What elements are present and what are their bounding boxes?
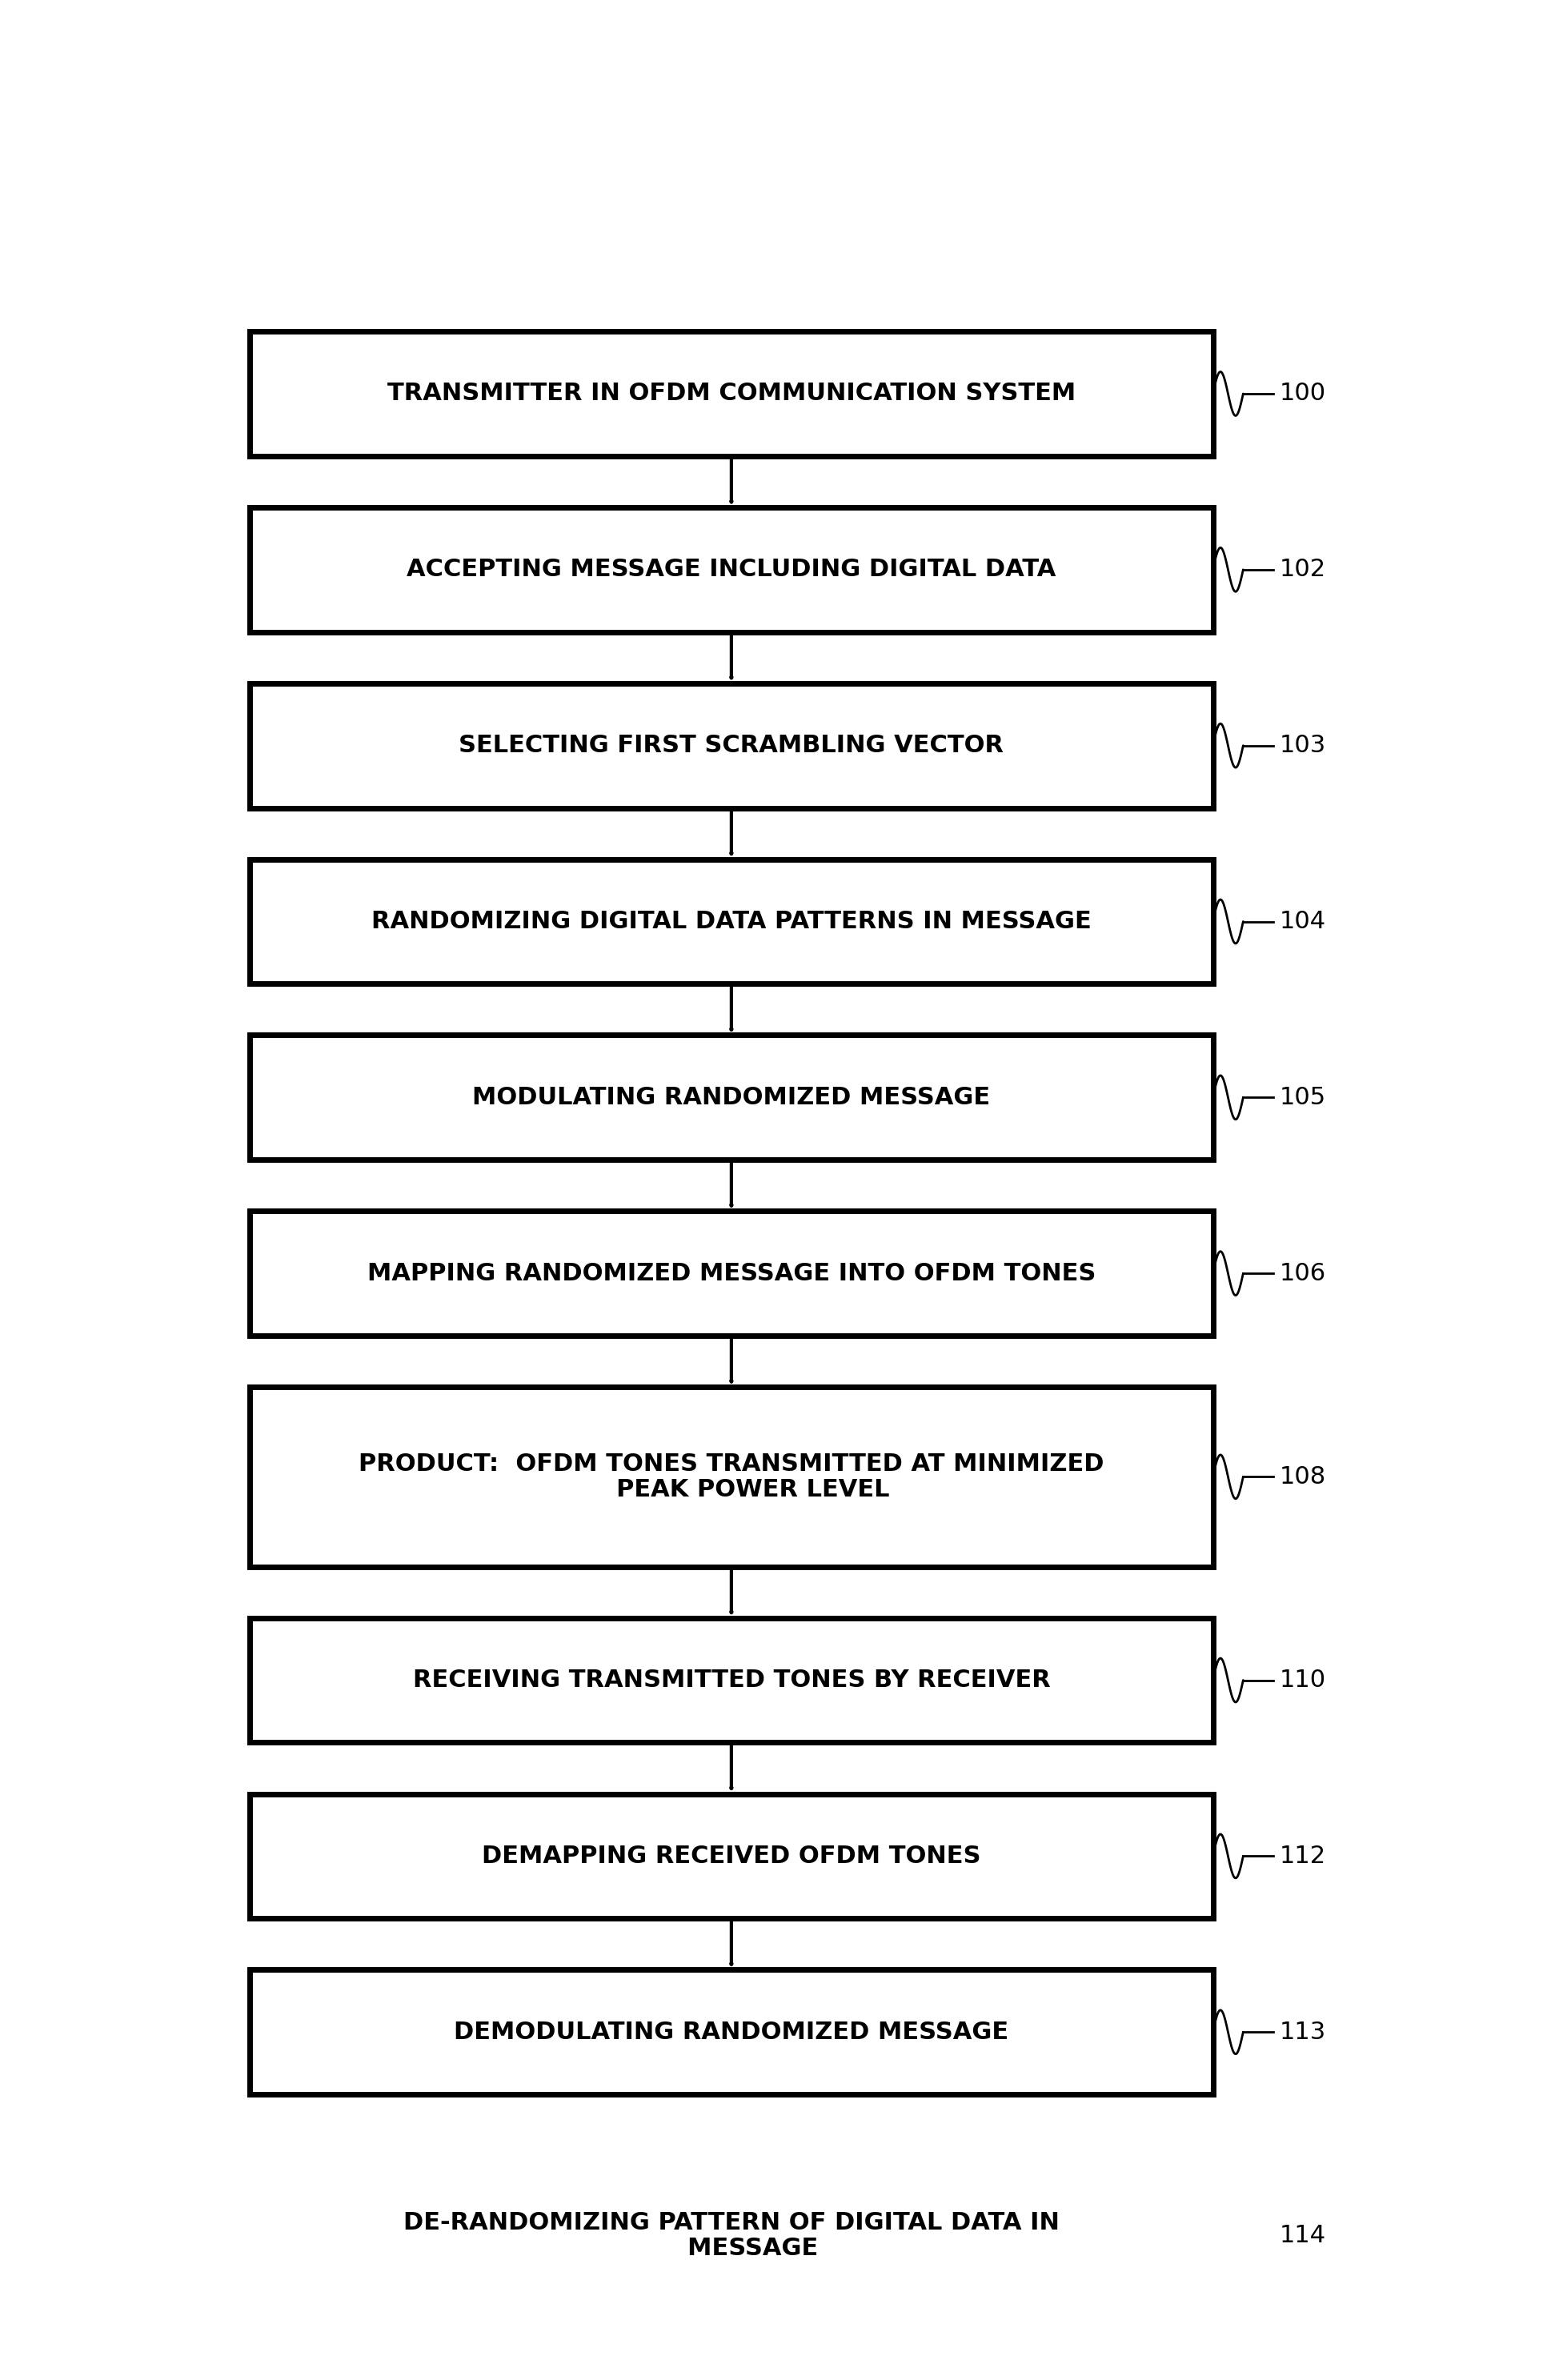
Text: DEMODULATING RANDOMIZED MESSAGE: DEMODULATING RANDOMIZED MESSAGE: [453, 2021, 1008, 2044]
Text: MAPPING RANDOMIZED MESSAGE INTO OFDM TONES: MAPPING RANDOMIZED MESSAGE INTO OFDM TON…: [367, 1261, 1096, 1285]
Text: RANDOMIZING DIGITAL DATA PATTERNS IN MESSAGE: RANDOMIZING DIGITAL DATA PATTERNS IN MES…: [372, 909, 1091, 933]
Text: SELECTING FIRST SCRAMBLING VECTOR: SELECTING FIRST SCRAMBLING VECTOR: [460, 733, 1003, 757]
Bar: [250, 683, 1213, 807]
Bar: [250, 1795, 1213, 1918]
Bar: [250, 507, 1213, 633]
Bar: [250, 1035, 1213, 1159]
Text: 106: 106: [1280, 1261, 1325, 1285]
Text: 103: 103: [1280, 733, 1325, 757]
Bar: [250, 1388, 1213, 1566]
Text: MODULATING RANDOMIZED MESSAGE: MODULATING RANDOMIZED MESSAGE: [472, 1085, 991, 1109]
Bar: [250, 859, 1213, 983]
Text: DE-RANDOMIZING PATTERN OF DIGITAL DATA IN: DE-RANDOMIZING PATTERN OF DIGITAL DATA I…: [403, 2211, 1060, 2235]
Text: TRANSMITTER IN OFDM COMMUNICATION SYSTEM: TRANSMITTER IN OFDM COMMUNICATION SYSTEM: [388, 383, 1075, 405]
Bar: [250, 2378, 1213, 2380]
Text: 105: 105: [1280, 1085, 1325, 1109]
Bar: [250, 331, 1213, 457]
Text: 114: 114: [1280, 2223, 1325, 2247]
Text: 104: 104: [1280, 909, 1325, 933]
Bar: [250, 1618, 1213, 1742]
Text: 112: 112: [1280, 1844, 1325, 1868]
Text: 108: 108: [1280, 1466, 1325, 1488]
Text: 102: 102: [1280, 557, 1325, 581]
Text: DEMAPPING RECEIVED OFDM TONES: DEMAPPING RECEIVED OFDM TONES: [481, 1844, 982, 1868]
Text: 113: 113: [1280, 2021, 1325, 2044]
Text: 110: 110: [1280, 1668, 1325, 1692]
Text: RECEIVING TRANSMITTED TONES BY RECEIVER: RECEIVING TRANSMITTED TONES BY RECEIVER: [413, 1668, 1050, 1692]
Text: 100: 100: [1280, 383, 1325, 405]
Text: MESSAGE: MESSAGE: [646, 2237, 817, 2259]
Text: PRODUCT:  OFDM TONES TRANSMITTED AT MINIMIZED: PRODUCT: OFDM TONES TRANSMITTED AT MINIM…: [358, 1452, 1103, 1476]
Bar: [250, 1211, 1213, 1335]
Text: PEAK POWER LEVEL: PEAK POWER LEVEL: [574, 1478, 889, 1502]
Text: ACCEPTING MESSAGE INCLUDING DIGITAL DATA: ACCEPTING MESSAGE INCLUDING DIGITAL DATA: [406, 557, 1057, 581]
Bar: [250, 1971, 1213, 2094]
Bar: [250, 2147, 1213, 2325]
